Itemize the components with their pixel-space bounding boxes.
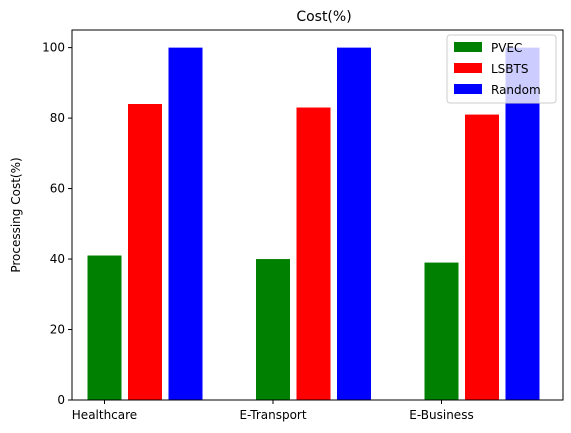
legend-swatch-lsbts: [454, 63, 482, 73]
bar-lsbts-healthcare: [128, 104, 162, 400]
y-axis-ticks: 0 20 40 60 80 100: [42, 41, 72, 407]
legend-label-random: Random: [491, 83, 541, 97]
legend-swatch-pvec: [454, 42, 482, 52]
y-tick-label: 40: [50, 252, 65, 266]
bar-lsbts-e-business: [465, 114, 499, 400]
x-tick-label: Healthcare: [72, 408, 137, 422]
bar-lsbts-e-transport: [296, 107, 331, 401]
chart-title: Cost(%): [296, 9, 351, 25]
y-tick-label: 20: [50, 323, 65, 337]
bar-pvec-e-business: [424, 262, 459, 400]
y-tick-label: 100: [42, 41, 65, 55]
bar-random-e-transport: [337, 47, 371, 401]
plot-frame: [71, 29, 564, 401]
y-tick-label: 60: [50, 182, 65, 196]
bar-pvec-healthcare: [87, 255, 122, 400]
x-axis-ticks: Healthcare E-Transport E-Business: [72, 400, 474, 422]
bar-random-e-business: [505, 47, 540, 401]
bar-pvec-e-transport: [256, 259, 290, 400]
y-axis-label: Processing Cost(%): [9, 157, 23, 272]
legend-swatch-random: [454, 84, 482, 94]
legend: PVEC LSBTS Random: [446, 34, 557, 104]
y-tick-label: 0: [57, 393, 65, 407]
bar-random-healthcare: [168, 47, 203, 401]
legend-label-lsbts: LSBTS: [491, 62, 528, 76]
legend-label-pvec: PVEC: [491, 41, 522, 55]
bars-group: [87, 47, 540, 401]
y-tick-label: 80: [50, 111, 65, 125]
x-tick-label: E-Business: [409, 408, 473, 422]
x-tick-label: E-Transport: [239, 408, 306, 422]
